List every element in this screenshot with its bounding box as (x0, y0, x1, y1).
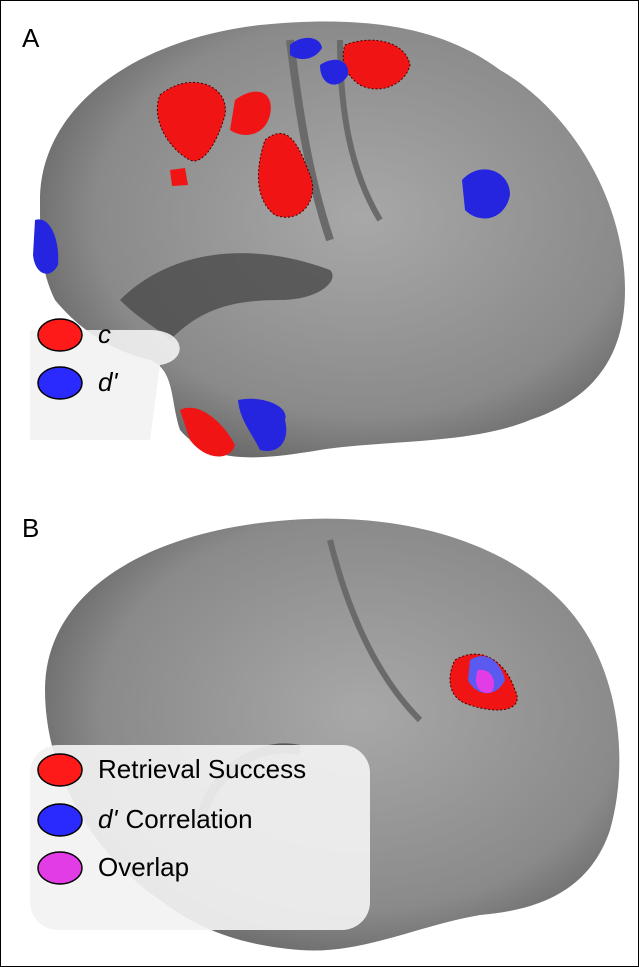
legend-label: Retrieval Success (98, 754, 306, 784)
legend-swatch (38, 804, 82, 836)
legend-label: c (98, 319, 111, 349)
legend-text: Retrieval Success (98, 754, 306, 784)
legend-swatch (38, 319, 82, 351)
panel-label: B (22, 513, 39, 543)
legend-symbol: d' (98, 367, 118, 397)
legend-symbol: c (98, 319, 111, 349)
brain-b (30, 519, 619, 951)
legend-text: Correlation (125, 804, 252, 834)
panel-label: A (22, 23, 40, 53)
legend-swatch (38, 852, 82, 884)
legend-swatch (38, 367, 82, 399)
legend-label: Overlap (98, 852, 189, 882)
legend-text: Overlap (98, 852, 189, 882)
legend-label: d' (98, 367, 118, 397)
figure: Acd'BRetrieval Successd'CorrelationOverl… (0, 0, 639, 967)
activation (170, 168, 188, 186)
legend-symbol: d' (98, 804, 118, 834)
page: Acd'BRetrieval Successd'CorrelationOverl… (0, 0, 639, 967)
legend-swatch (38, 754, 82, 786)
